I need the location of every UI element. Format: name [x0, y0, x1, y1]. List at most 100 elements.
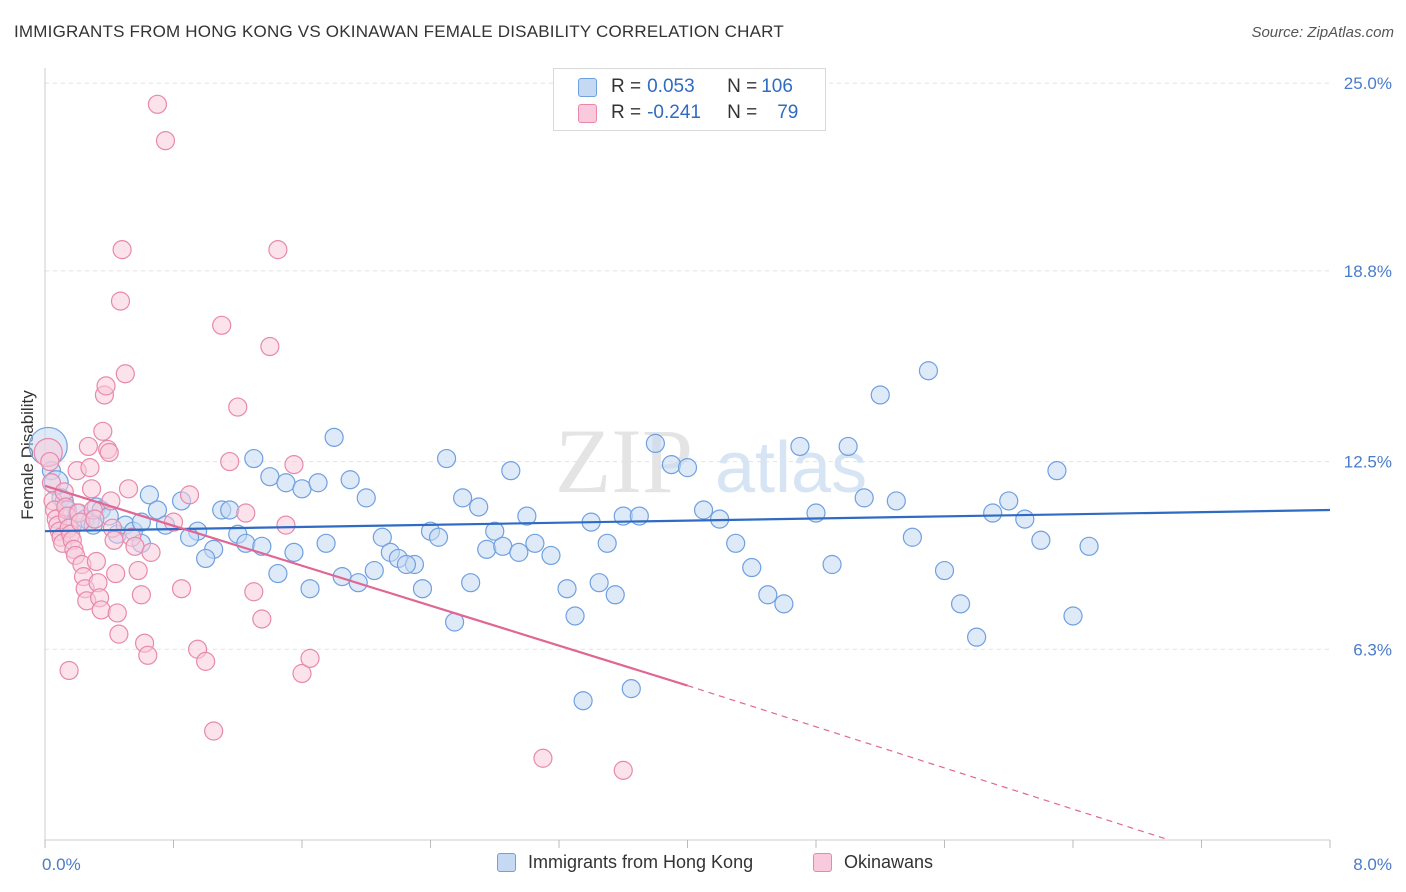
data-point	[155, 131, 176, 151]
data-point	[565, 606, 585, 626]
bottom-legend-item-hong-kong: Immigrants from Hong Kong	[497, 852, 753, 873]
series-hong-kong-points	[28, 361, 1099, 711]
data-point	[597, 533, 617, 553]
legend-n-label: N =	[727, 76, 758, 97]
data-point	[742, 557, 762, 578]
data-point	[244, 448, 264, 469]
data-point	[412, 579, 433, 599]
data-point	[107, 603, 127, 623]
data-point	[308, 473, 328, 493]
data-point	[950, 594, 971, 614]
x-tick-marks	[44, 840, 1331, 848]
data-point	[86, 551, 107, 572]
data-point	[292, 663, 312, 684]
data-point	[276, 515, 296, 535]
grid-lines	[45, 82, 1330, 650]
data-point	[260, 336, 280, 357]
data-point	[93, 421, 113, 441]
data-point	[934, 560, 955, 581]
legend-r-value: 0.053	[647, 76, 695, 97]
data-point	[396, 554, 417, 575]
data-point	[428, 527, 449, 547]
legend-r-value: -0.241	[647, 102, 701, 123]
y-tick-label: 18.8%	[1344, 262, 1392, 281]
data-point	[80, 458, 100, 478]
data-point	[983, 503, 1003, 523]
data-point	[104, 530, 124, 550]
data-point	[790, 436, 810, 457]
data-point	[525, 533, 545, 553]
trend-line-hong-kong	[44, 508, 1331, 533]
data-point	[453, 488, 473, 508]
legend-n-label: N =	[727, 102, 758, 123]
data-point	[106, 563, 126, 584]
data-point	[284, 542, 304, 562]
data-point	[461, 573, 481, 593]
y-tick-label: 6.3%	[1353, 640, 1392, 659]
data-point	[999, 491, 1019, 511]
data-point	[870, 385, 890, 405]
data-point	[541, 545, 561, 566]
data-point	[1063, 606, 1083, 626]
data-point	[196, 548, 216, 569]
trend-lines	[44, 484, 1331, 841]
data-point	[533, 748, 553, 768]
legend-r-label: R =	[611, 76, 642, 97]
data-point	[252, 609, 272, 629]
data-point	[645, 433, 665, 454]
y-tick-label: 12.5%	[1344, 453, 1392, 472]
data-point	[115, 364, 135, 384]
data-point	[613, 760, 633, 780]
data-point	[139, 485, 160, 505]
legend-r-label: R =	[611, 102, 642, 123]
data-point	[509, 542, 529, 562]
data-point	[118, 479, 139, 499]
data-point	[661, 454, 682, 475]
data-point	[493, 536, 513, 556]
legend-swatch-blue	[578, 77, 597, 97]
legend: R = 0.053 N = 106 R = -0.241 N = 79	[553, 68, 826, 131]
bottom-legend-label: Okinawans	[844, 852, 934, 872]
data-point	[147, 94, 168, 114]
bottom-legend: Immigrants from Hong Kong Okinawans	[0, 852, 1406, 878]
data-point	[268, 563, 288, 584]
data-point	[196, 651, 216, 671]
legend-n-value: 106	[761, 76, 793, 97]
data-point	[485, 521, 505, 541]
data-point	[501, 461, 521, 481]
data-point	[726, 533, 746, 553]
y-tick-labels: 25.0% 18.8% 12.5% 6.3%	[1344, 74, 1392, 659]
data-point	[918, 361, 939, 381]
data-point	[171, 579, 192, 599]
bottom-legend-swatch-pink	[813, 853, 832, 872]
data-point	[557, 579, 577, 599]
data-point	[220, 500, 240, 520]
data-point	[886, 491, 906, 511]
data-point	[276, 473, 296, 493]
data-point	[372, 527, 392, 547]
data-point	[822, 554, 842, 575]
data-point	[268, 240, 288, 260]
data-point	[78, 436, 98, 457]
data-point	[128, 560, 148, 581]
data-point	[212, 315, 232, 335]
data-point	[758, 585, 778, 605]
bottom-legend-label: Immigrants from Hong Kong	[528, 852, 754, 872]
legend-row-hong-kong: R = 0.053 N = 106	[578, 75, 793, 99]
data-point	[340, 470, 360, 490]
data-point	[477, 539, 497, 559]
data-point	[774, 594, 794, 614]
y-tick-label: 25.0%	[1344, 74, 1392, 93]
data-point	[469, 497, 489, 517]
data-point	[677, 458, 698, 478]
legend-swatch-pink	[578, 103, 597, 123]
data-point	[147, 500, 168, 520]
data-point	[81, 479, 102, 499]
trend-line-okinawans-extension	[687, 685, 1170, 841]
legend-row-okinawans: R = -0.241 N = 79	[578, 101, 798, 125]
data-point	[109, 624, 129, 644]
data-point	[838, 436, 858, 457]
series-okinawans-points	[33, 94, 633, 780]
data-point	[300, 648, 320, 668]
